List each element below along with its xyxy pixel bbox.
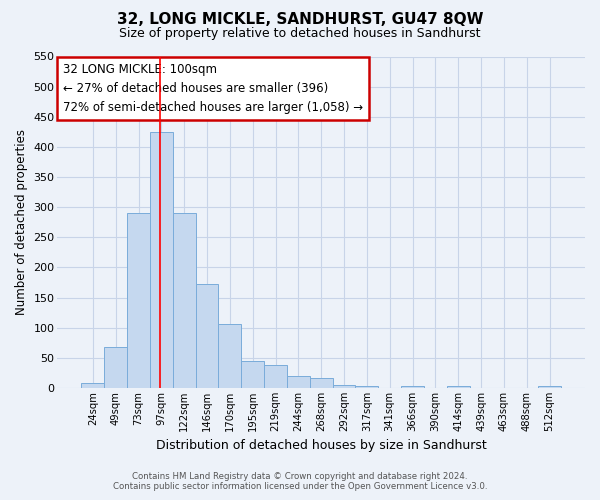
Y-axis label: Number of detached properties: Number of detached properties bbox=[15, 130, 28, 316]
Bar bbox=[401, 386, 424, 388]
Bar bbox=[150, 132, 173, 388]
Bar bbox=[104, 347, 127, 388]
Text: 32 LONG MICKLE: 100sqm
← 27% of detached houses are smaller (396)
72% of semi-de: 32 LONG MICKLE: 100sqm ← 27% of detached… bbox=[63, 63, 363, 114]
Bar bbox=[310, 378, 332, 388]
Text: Contains HM Land Registry data © Crown copyright and database right 2024.
Contai: Contains HM Land Registry data © Crown c… bbox=[113, 472, 487, 491]
Bar bbox=[241, 362, 264, 388]
Bar bbox=[287, 376, 310, 388]
Bar bbox=[538, 386, 561, 388]
Bar bbox=[447, 386, 470, 388]
Bar bbox=[127, 212, 150, 388]
Bar bbox=[173, 213, 196, 388]
Text: 32, LONG MICKLE, SANDHURST, GU47 8QW: 32, LONG MICKLE, SANDHURST, GU47 8QW bbox=[117, 12, 483, 28]
Bar bbox=[218, 324, 241, 388]
Bar bbox=[196, 284, 218, 388]
X-axis label: Distribution of detached houses by size in Sandhurst: Distribution of detached houses by size … bbox=[156, 440, 487, 452]
Bar bbox=[332, 385, 355, 388]
Text: Size of property relative to detached houses in Sandhurst: Size of property relative to detached ho… bbox=[119, 28, 481, 40]
Bar bbox=[82, 383, 104, 388]
Bar bbox=[264, 365, 287, 388]
Bar bbox=[355, 386, 379, 388]
